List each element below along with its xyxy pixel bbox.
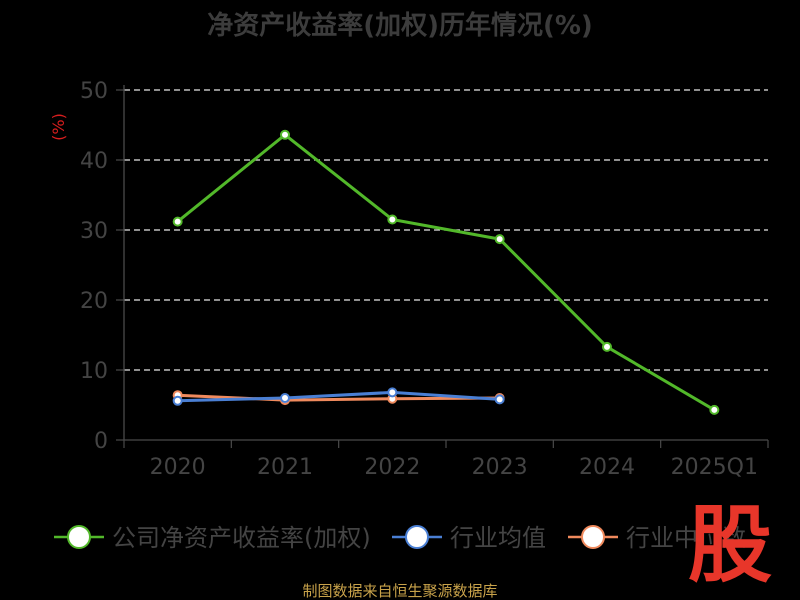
data-point [280,129,290,140]
series-group [172,129,720,415]
x-tick-label: 2021 [257,455,313,480]
chart-title: 净资产收益率(加权)历年情况(%) [207,10,593,41]
x-tick-label: 2025Q1 [671,455,758,480]
watermark-logo: 股 [688,496,773,594]
x-tick-label: 2024 [579,455,635,480]
legend-label: 行业均值 [450,524,546,552]
data-point [172,395,183,406]
data-point [494,234,505,245]
y-tick-label: 50 [80,79,108,104]
axes: 0 10 20 30 40 50 2020 2021 2022 2023 2024 2025Q1 [80,79,769,480]
legend-marker-icon [581,525,605,549]
legend[interactable]: 公司净资产收益率(加权) 行业均值 行业中位数 [54,524,746,552]
legend-marker-icon [67,525,91,549]
y-tick-label: 10 [80,359,108,384]
legend-item[interactable]: 行业均值 [392,524,546,552]
legend-marker-icon [405,525,429,549]
series-line [176,133,716,412]
y-axis-label: (%) [49,113,68,141]
x-tick-label: 2020 [150,455,206,480]
data-point [172,216,183,227]
data-point [602,341,612,352]
x-tick-label: 2022 [364,455,420,480]
data-point [387,387,398,398]
series-line [177,390,500,403]
legend-item[interactable]: 公司净资产收益率(加权) [54,524,371,552]
y-tick-label: 0 [94,429,108,454]
data-point [387,214,398,225]
y-tick-label: 30 [80,219,108,244]
series-line [177,393,500,402]
legend-item[interactable]: 行业中位数 [568,524,746,552]
data-point [280,393,290,403]
legend-label: 行业中位数 [626,524,746,552]
legend-label: 公司净资产收益率(加权) [112,524,371,552]
y-tick-label: 20 [80,289,108,314]
data-point [494,394,505,405]
source-note: 制图数据来自恒生聚源数据库 [302,582,497,600]
data-point [709,404,720,415]
x-tick-label: 2023 [472,455,528,480]
y-tick-label: 40 [80,149,108,174]
